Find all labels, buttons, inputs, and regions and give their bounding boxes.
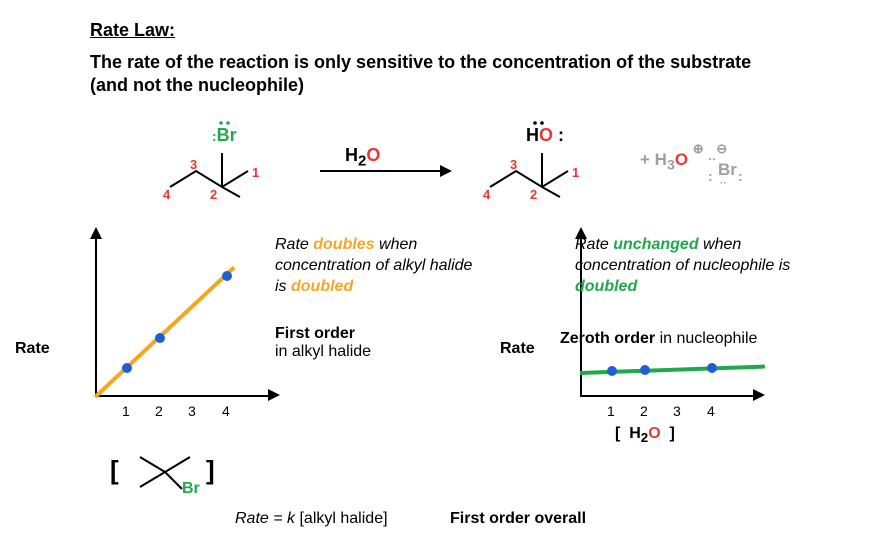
tick-4: 4 — [222, 403, 230, 419]
reagent-label: H2O — [345, 145, 380, 170]
reaction-scheme: :Br 4 3 2 1 H2O HO : 4 3 2 1 + H3O ⊕ — [100, 115, 800, 205]
x-axis-icon — [95, 395, 270, 397]
caption-alkyl-halide: Rate doubles when concentration of alkyl… — [275, 235, 475, 297]
page-subtitle: The rate of the reaction is only sensiti… — [90, 51, 790, 98]
tick-4r: 4 — [707, 403, 715, 419]
substrate-molecule: :Br 4 3 2 1 — [160, 115, 290, 195]
trend-line — [94, 266, 235, 398]
order-alkyl-halide: First order in alkyl halide — [275, 325, 371, 361]
data-point — [607, 366, 617, 376]
carbon-1p: 1 — [572, 165, 579, 180]
carbon-2p: 2 — [530, 187, 537, 202]
carbon-4: 4 — [163, 187, 170, 202]
product-molecule: HO : 4 3 2 1 — [480, 115, 610, 195]
carbon-4p: 4 — [483, 187, 490, 202]
bromide-label: Br — [718, 160, 737, 180]
br-axis-label: Br — [182, 480, 200, 498]
tick-1r: 1 — [607, 403, 615, 419]
page-title: Rate Law: — [90, 20, 790, 41]
tick-3: 3 — [188, 403, 196, 419]
carbon-3p: 3 — [510, 157, 517, 172]
carbon-2: 2 — [210, 187, 217, 202]
data-point — [707, 363, 717, 373]
axis-arrow-right-icon — [753, 389, 765, 401]
axis-arrow-up-icon — [90, 227, 102, 239]
x-axis-label-substrate: [ Br ] — [110, 445, 230, 500]
carbon-1: 1 — [252, 165, 259, 180]
rate-chart-alkyl-halide: 1 2 3 4 — [70, 235, 270, 415]
rate-equation: Rate = k [alkyl halide] — [235, 510, 388, 528]
reaction-arrow-icon — [320, 170, 450, 172]
data-point — [155, 333, 165, 343]
tick-2: 2 — [155, 403, 163, 419]
order-nucleophile: Zeroth order in nucleophile — [560, 330, 757, 348]
carbon-3: 3 — [190, 157, 197, 172]
y-axis-label-right: Rate — [500, 340, 535, 358]
data-point — [640, 365, 650, 375]
data-point — [222, 271, 232, 281]
x-axis-icon — [580, 395, 755, 397]
tick-1: 1 — [122, 403, 130, 419]
lone-pair-icon — [218, 115, 240, 131]
y-axis-label-left: Rate — [15, 340, 50, 358]
header: Rate Law: The rate of the reaction is on… — [90, 20, 790, 98]
tick-2r: 2 — [640, 403, 648, 419]
data-point — [122, 363, 132, 373]
overall-order-label: First order overall — [450, 510, 586, 528]
tick-3r: 3 — [673, 403, 681, 419]
x-axis-label-h2o: [ H2O ] — [615, 425, 675, 445]
y-axis-icon — [95, 235, 97, 395]
lone-pair-icon — [532, 115, 554, 131]
axis-arrow-right-icon — [268, 389, 280, 401]
byproducts-label: + H3O ⊕ ··⊖ : Br : ·· — [640, 150, 727, 173]
caption-nucleophile: Rate unchanged when concentration of nuc… — [575, 235, 795, 297]
